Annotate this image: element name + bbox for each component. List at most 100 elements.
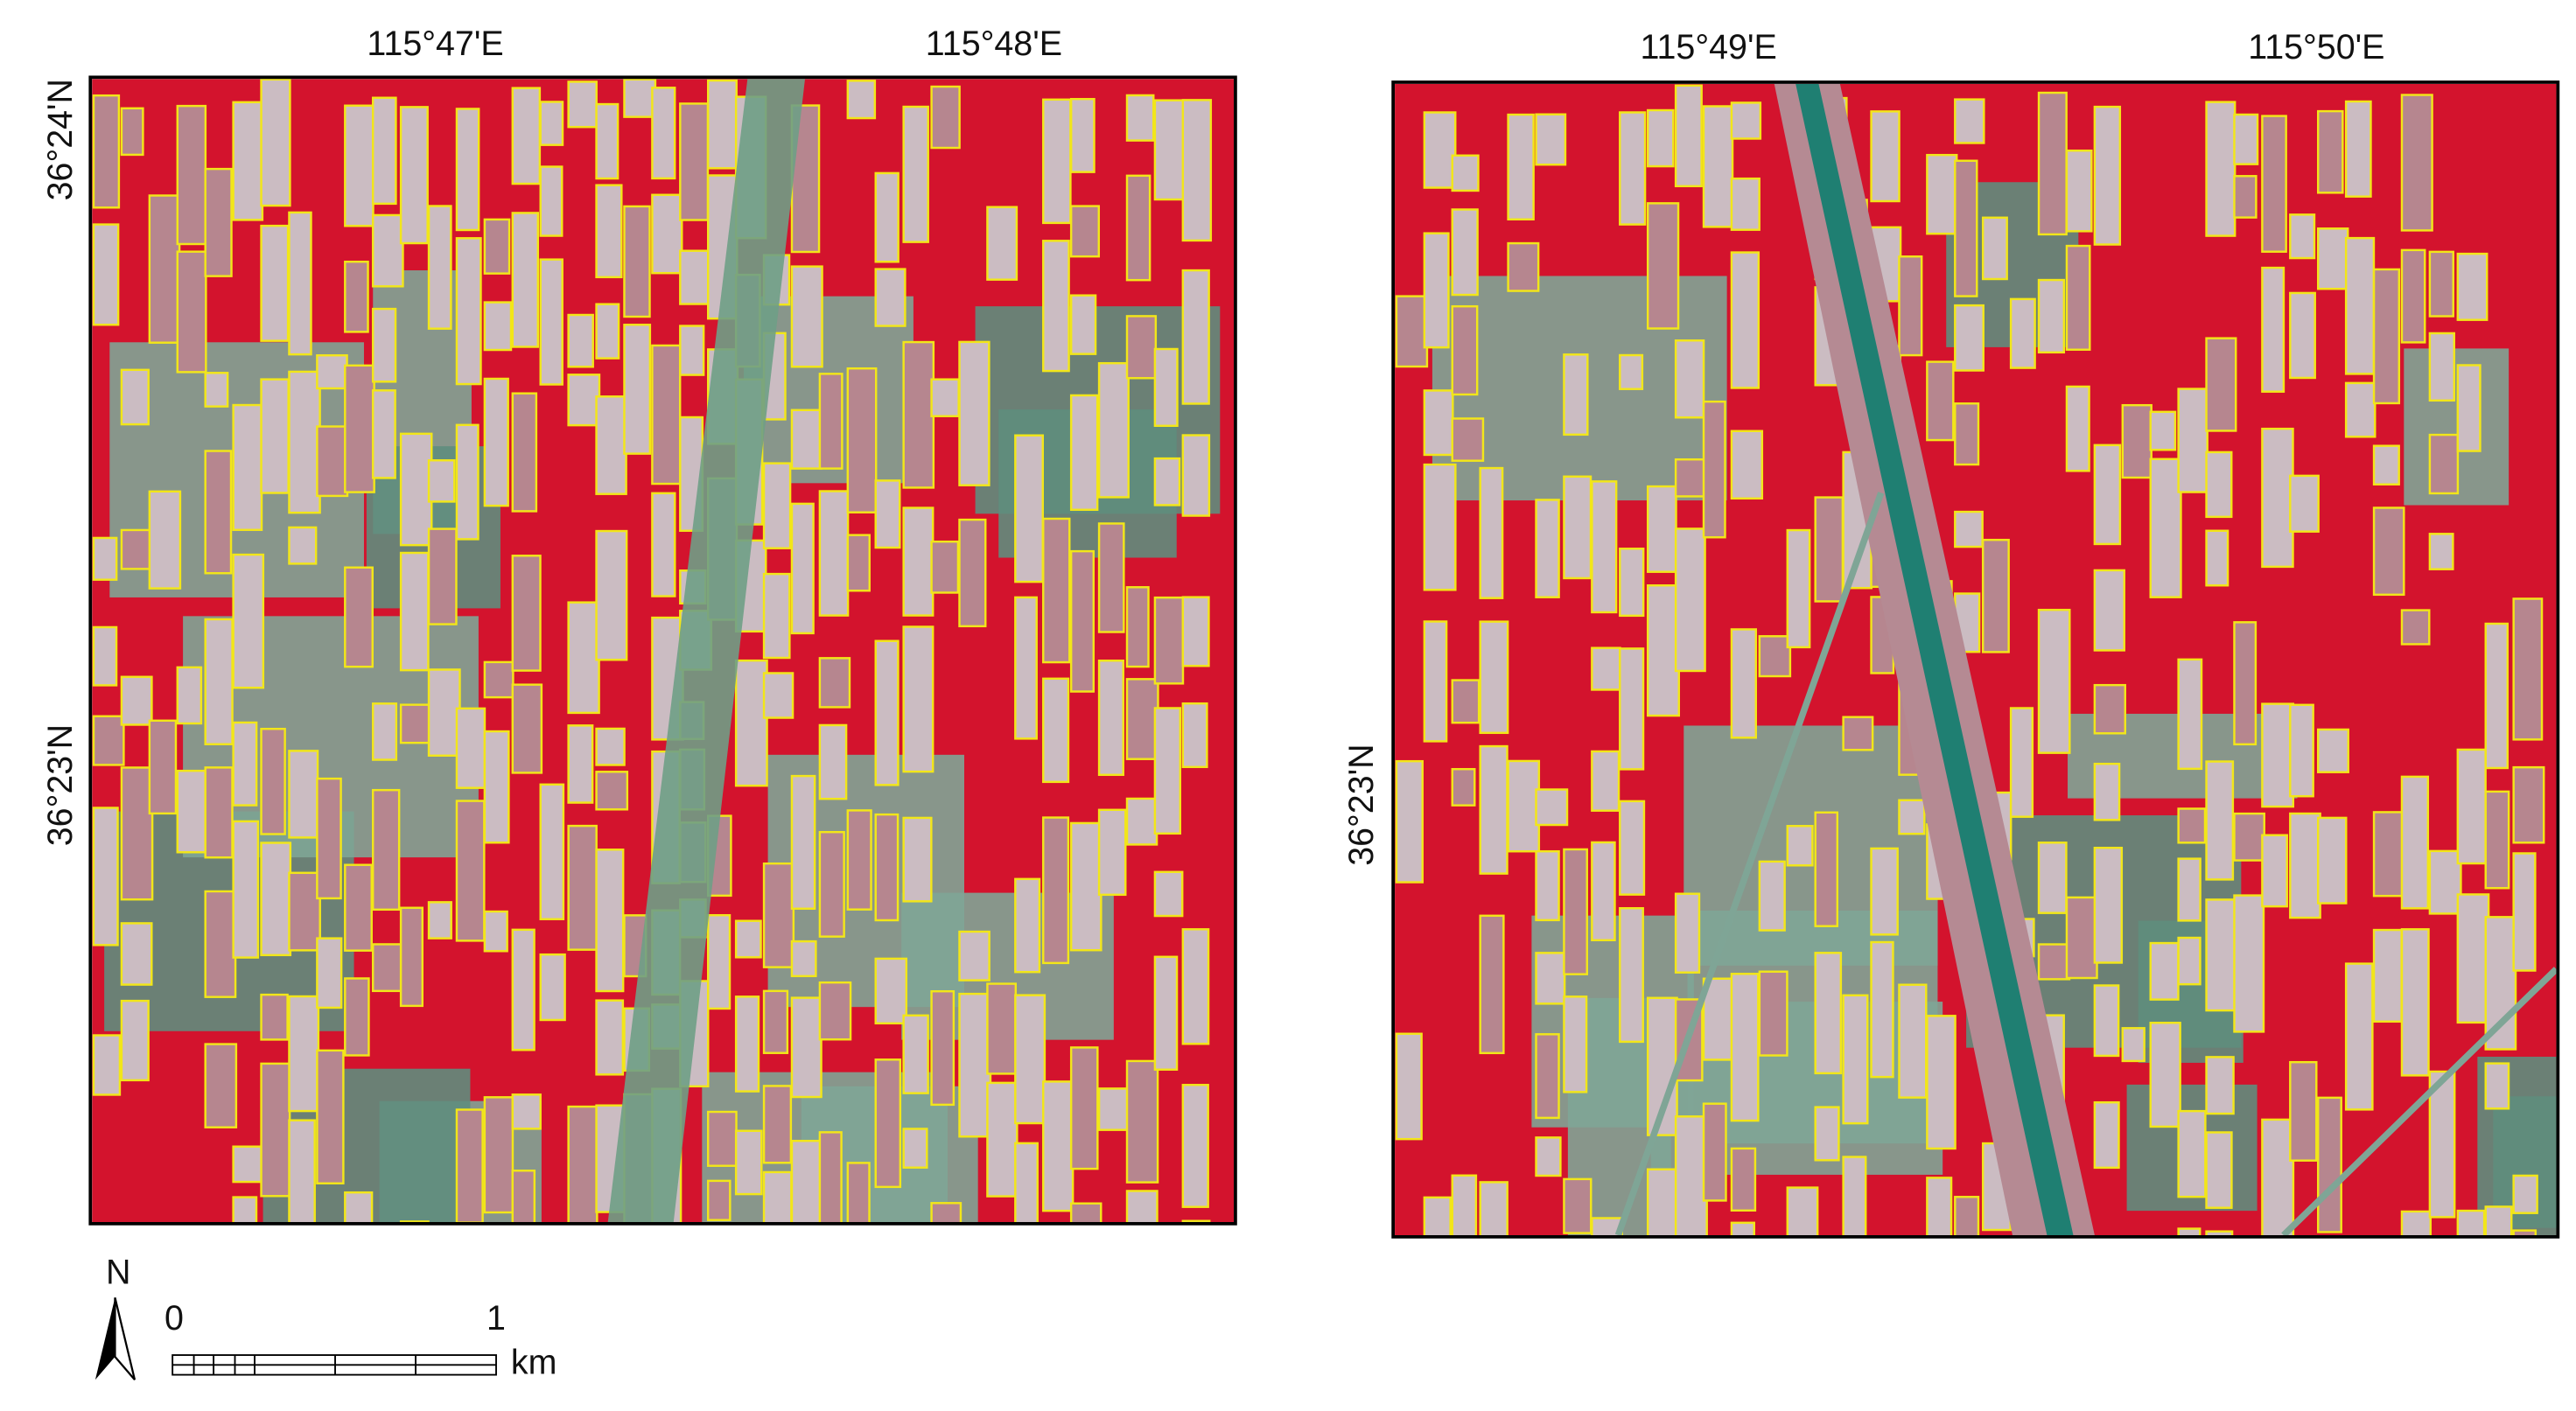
greenhouse-block <box>120 766 154 901</box>
greenhouse-block <box>1125 1059 1159 1184</box>
greenhouse-block <box>2512 1174 2538 1214</box>
greenhouse-block <box>986 1081 1018 1198</box>
greenhouse-block <box>1479 914 1505 1055</box>
greenhouse-block <box>846 1162 871 1222</box>
greenhouse-block <box>1591 646 1621 691</box>
greenhouse-block <box>511 212 540 348</box>
greenhouse-block <box>511 1170 536 1222</box>
greenhouse-block <box>986 206 1018 281</box>
greenhouse-block <box>1069 205 1101 258</box>
greenhouse-block <box>92 536 118 581</box>
greenhouse-block <box>455 800 486 942</box>
greenhouse-block <box>344 863 373 952</box>
greenhouse-block <box>1423 1196 1452 1236</box>
greenhouse-block <box>1069 97 1096 173</box>
greenhouse-block <box>1153 870 1184 918</box>
greenhouse-block <box>595 727 626 766</box>
greenhouse-block <box>455 237 482 386</box>
greenhouse-block <box>2317 1096 2342 1233</box>
greenhouse-block <box>1395 295 1429 368</box>
greenhouse-block <box>1423 389 1454 457</box>
satellite-image-right <box>1395 83 2557 1236</box>
greenhouse-block <box>1153 707 1182 835</box>
greenhouse-block <box>2428 332 2455 402</box>
greenhouse-block <box>2065 896 2098 980</box>
greenhouse-block <box>1451 1174 1478 1236</box>
greenhouse-block <box>427 901 452 940</box>
greenhouse-block <box>1042 1080 1074 1212</box>
greenhouse-block <box>2009 707 2034 818</box>
greenhouse-block <box>1395 759 1424 884</box>
greenhouse-block <box>2233 894 2265 1033</box>
greenhouse-block <box>1619 548 1645 618</box>
greenhouse-block <box>371 788 401 912</box>
greenhouse-block <box>790 409 822 470</box>
greenhouse-block <box>371 943 403 993</box>
greenhouse-block <box>260 79 291 207</box>
greenhouse-block <box>2233 621 2258 746</box>
greenhouse-block <box>958 930 990 981</box>
greenhouse-block <box>176 666 203 725</box>
greenhouse-block <box>2205 529 2230 587</box>
greenhouse-block <box>92 625 118 687</box>
greenhouse-block <box>846 80 877 120</box>
greenhouse-block <box>1451 679 1480 724</box>
greenhouse-block <box>567 601 600 715</box>
greenhouse-block <box>1786 1186 1819 1236</box>
greenhouse-block <box>2400 1210 2432 1236</box>
greenhouse-block <box>1674 458 1706 498</box>
greenhouse-block <box>288 211 312 356</box>
greenhouse-block <box>2037 608 2071 754</box>
greenhouse-block <box>1042 677 1070 784</box>
greenhouse-block <box>344 1191 374 1222</box>
greenhouse-block <box>539 953 566 1022</box>
greenhouse-block <box>2289 474 2320 533</box>
greenhouse-block <box>288 995 320 1113</box>
greenhouse-block <box>344 104 374 227</box>
greenhouse-block <box>567 80 598 129</box>
greenhouse-block <box>1479 466 1504 599</box>
greenhouse-block <box>2065 385 2090 472</box>
greenhouse-block <box>1842 994 1869 1125</box>
greenhouse-block <box>1535 849 1560 922</box>
greenhouse-block <box>176 104 207 246</box>
greenhouse-block <box>1097 1087 1130 1131</box>
greenhouse-block <box>1395 1032 1423 1141</box>
greenhouse-block <box>902 105 929 243</box>
greenhouse-block <box>232 553 265 689</box>
greenhouse-block <box>288 871 321 952</box>
greenhouse-block <box>1646 202 1680 330</box>
greenhouse-block <box>1730 628 1758 739</box>
greenhouse-block <box>260 1062 291 1198</box>
greenhouse-block <box>2400 928 2430 1077</box>
greenhouse-block <box>1479 744 1508 875</box>
greenhouse-block <box>1507 241 1540 292</box>
greenhouse-block <box>288 750 319 839</box>
greenhouse-block <box>1535 788 1569 827</box>
greenhouse-block <box>2317 109 2344 194</box>
greenhouse-block <box>1125 315 1158 380</box>
greenhouse-block <box>1898 983 1928 1099</box>
scale-unit: km <box>511 1344 557 1382</box>
greenhouse-block <box>790 940 817 978</box>
greenhouse-block <box>2261 834 2288 908</box>
greenhouse-block <box>1758 635 1792 678</box>
greenhouse-block <box>1926 1015 1956 1150</box>
greenhouse-block <box>1451 767 1476 807</box>
road <box>1614 492 1885 1236</box>
greenhouse-block <box>511 1093 542 1130</box>
greenhouse-block <box>1423 620 1448 743</box>
greenhouse-block <box>2093 846 2124 964</box>
greenhouse-block <box>1702 105 1734 228</box>
greenhouse-block <box>651 193 683 275</box>
greenhouse-block <box>2317 728 2349 773</box>
greenhouse-block <box>2317 816 2348 905</box>
greenhouse-block <box>2456 1209 2486 1236</box>
greenhouse-block <box>2009 297 2036 369</box>
greenhouse-block <box>1042 517 1071 664</box>
greenhouse-block <box>260 224 290 342</box>
greenhouse-block <box>790 774 816 910</box>
greenhouse-block <box>1870 110 1900 203</box>
greenhouse-block <box>371 702 398 761</box>
greenhouse-block <box>1069 821 1102 952</box>
